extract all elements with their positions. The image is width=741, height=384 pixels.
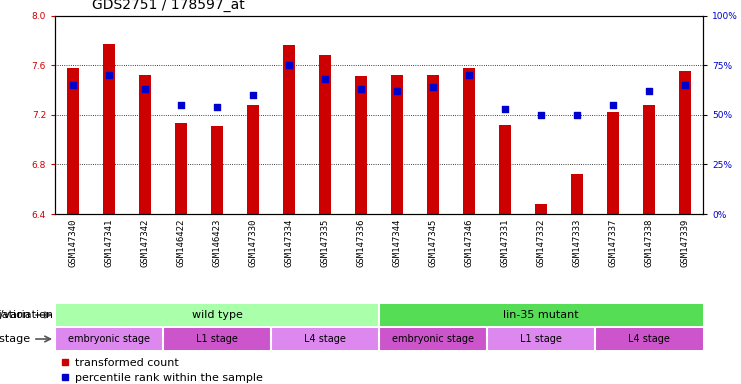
Text: GSM147339: GSM147339 (680, 218, 689, 267)
Text: GSM147330: GSM147330 (248, 218, 258, 267)
Text: GSM147346: GSM147346 (465, 218, 473, 267)
Point (391, 88, 403, 94)
Bar (379, 304, 703, 326)
Bar (175, 123, 187, 214)
Bar (535, 204, 548, 214)
Point (139, 86, 151, 92)
Point (427, 84, 439, 90)
Text: GSM147342: GSM147342 (141, 218, 150, 267)
Bar (427, 75, 439, 214)
Text: GSM147331: GSM147331 (500, 218, 510, 267)
Text: embryonic stage: embryonic stage (392, 334, 474, 344)
Bar (679, 71, 691, 214)
Text: embryonic stage: embryonic stage (68, 334, 150, 344)
Point (247, 92, 259, 98)
Bar (462, 68, 475, 214)
Bar (391, 75, 403, 214)
Text: L4 stage: L4 stage (304, 334, 346, 344)
Bar (210, 126, 223, 214)
Bar (103, 44, 116, 214)
Text: genotype/variation: genotype/variation (0, 310, 53, 320)
Bar (67, 68, 79, 214)
Bar (163, 328, 271, 350)
Text: GSM147345: GSM147345 (428, 218, 437, 267)
Point (175, 102, 187, 108)
Bar (55, 304, 379, 326)
Bar (139, 75, 151, 214)
Bar (247, 105, 259, 214)
Text: GSM147332: GSM147332 (536, 218, 545, 267)
Text: L1 stage: L1 stage (196, 334, 238, 344)
Point (643, 88, 655, 94)
Bar (607, 112, 619, 214)
Text: genotype/variation: genotype/variation (0, 310, 30, 320)
Bar (379, 328, 487, 350)
Bar (571, 174, 583, 214)
Bar (355, 76, 368, 214)
Text: GSM147341: GSM147341 (104, 218, 113, 267)
Text: GSM147344: GSM147344 (393, 218, 402, 267)
Text: wild type: wild type (192, 310, 242, 320)
Legend: transformed count, percentile rank within the sample: transformed count, percentile rank withi… (61, 358, 263, 383)
Text: L4 stage: L4 stage (628, 334, 670, 344)
Point (355, 86, 367, 92)
Bar (499, 125, 511, 214)
Text: lin-35 mutant: lin-35 mutant (503, 310, 579, 320)
Bar (487, 328, 595, 350)
Text: GSM147334: GSM147334 (285, 218, 293, 267)
Point (571, 112, 583, 118)
Bar (55, 328, 163, 350)
Point (535, 112, 547, 118)
Text: GSM147333: GSM147333 (573, 218, 582, 267)
Text: GSM146422: GSM146422 (176, 218, 185, 267)
Point (463, 72, 475, 78)
Text: GSM147340: GSM147340 (68, 218, 78, 267)
Point (499, 106, 511, 112)
Bar (642, 105, 655, 214)
Point (607, 102, 619, 108)
Bar (271, 328, 379, 350)
Bar (283, 45, 296, 214)
Bar (319, 55, 331, 214)
Point (283, 62, 295, 68)
Point (679, 82, 691, 88)
Point (67, 82, 79, 88)
Point (211, 104, 223, 110)
Text: development stage: development stage (0, 334, 30, 344)
Text: GSM147335: GSM147335 (321, 218, 330, 267)
Text: GDS2751 / 178597_at: GDS2751 / 178597_at (92, 0, 245, 12)
Point (319, 76, 331, 82)
Text: GSM146423: GSM146423 (213, 218, 222, 267)
Point (103, 72, 115, 78)
Bar (595, 328, 703, 350)
Text: GSM147338: GSM147338 (645, 218, 654, 267)
Text: GSM147336: GSM147336 (356, 218, 365, 267)
Text: GSM147337: GSM147337 (608, 218, 617, 267)
Text: L1 stage: L1 stage (520, 334, 562, 344)
